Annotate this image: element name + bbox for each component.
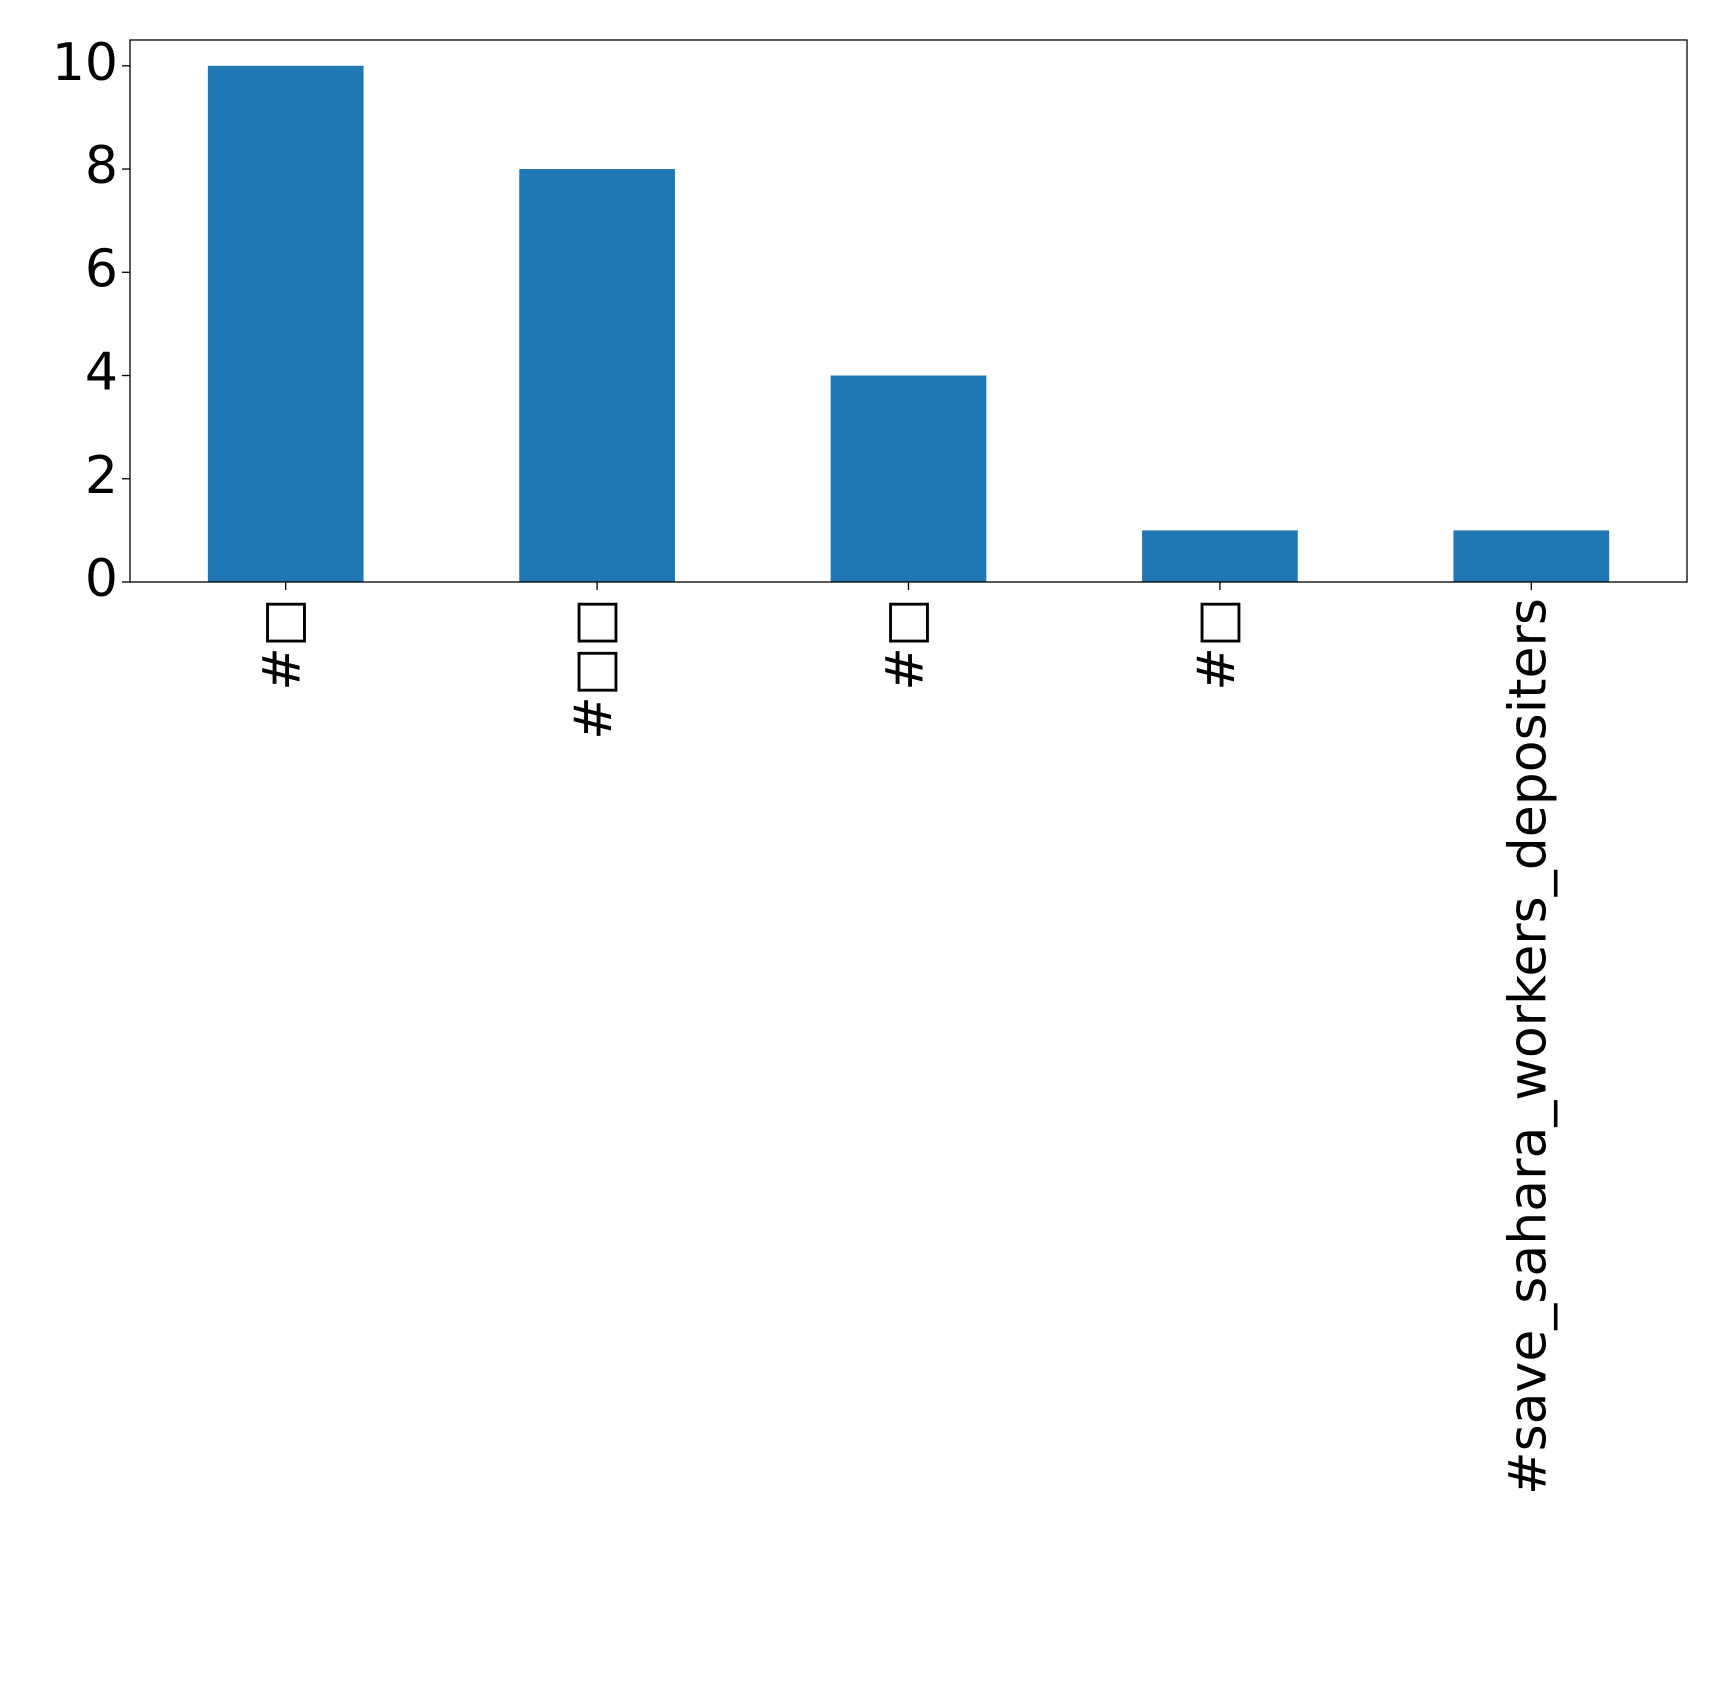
x-tick-label: #save_sahara_workers_depositers bbox=[1498, 598, 1558, 1495]
plot-frame bbox=[129, 39, 1688, 583]
x-tick-label: #□ bbox=[876, 598, 936, 691]
x-tick-label: #□□ bbox=[564, 598, 624, 740]
y-tick-label: 2 bbox=[85, 446, 118, 506]
y-tick-label: 4 bbox=[85, 343, 118, 403]
bar bbox=[519, 169, 675, 583]
bar bbox=[1453, 530, 1610, 582]
bar bbox=[830, 375, 987, 582]
y-tick-label: 10 bbox=[52, 33, 118, 93]
x-tick-label: #□ bbox=[253, 598, 313, 691]
bar bbox=[1142, 530, 1298, 582]
y-tick-label: 8 bbox=[85, 136, 118, 196]
bar bbox=[207, 65, 364, 583]
x-tick-label: #□ bbox=[1187, 598, 1247, 691]
y-tick-label: 0 bbox=[85, 549, 118, 609]
y-tick-label: 6 bbox=[85, 239, 118, 299]
